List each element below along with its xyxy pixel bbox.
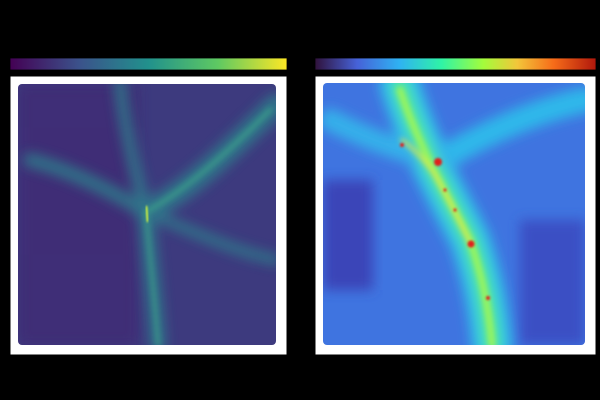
x-tick-label: -200 — [88, 361, 109, 371]
x-tick-label: 400 — [239, 361, 256, 371]
colorbar-tick-label: 10⁶ — [588, 45, 600, 55]
x-tick-label: -10 — [360, 361, 375, 371]
colorbar-tick-label: 10¹ — [210, 45, 225, 55]
panel-right — [314, 75, 597, 356]
colorbar-tick-label: 10² — [364, 45, 379, 55]
panel-left — [9, 75, 288, 356]
colorbar-tick-label: 10² — [279, 45, 294, 55]
colorbar-label: Gas density [cm⁻³] — [106, 36, 191, 46]
x-tick-label: 5 — [494, 361, 500, 371]
colorbar-tick-label: 10⁻¹ — [69, 45, 89, 55]
x-tick-label: 10 — [534, 361, 546, 371]
x-tick-label: -5 — [406, 361, 415, 371]
colorbar-tick-label: 10⁰ — [141, 45, 156, 55]
colorbar-tick-label: 10⁵ — [532, 45, 547, 55]
x-tick-label: -15 — [316, 361, 331, 371]
x-tick-label: 0 — [145, 361, 151, 371]
colorbar-tick-label: 10⁴ — [476, 45, 491, 55]
colorbar-label: Gas density [cm⁻³] — [413, 36, 498, 46]
colorbar-tick-label: 10³ — [420, 45, 435, 55]
x-tick-label: 15 — [577, 361, 588, 371]
colorbar — [314, 57, 597, 71]
x-tick-label: -400 — [38, 361, 59, 371]
colorbar-tick-label: 10⁻² — [0, 45, 20, 55]
x-tick-label: 0 — [450, 361, 456, 371]
colorbar — [9, 57, 288, 71]
density-map — [18, 84, 276, 345]
density-map — [323, 83, 585, 345]
colorbar-tick-label: 10¹ — [307, 45, 322, 55]
x-tick-label: 200 — [189, 361, 206, 371]
